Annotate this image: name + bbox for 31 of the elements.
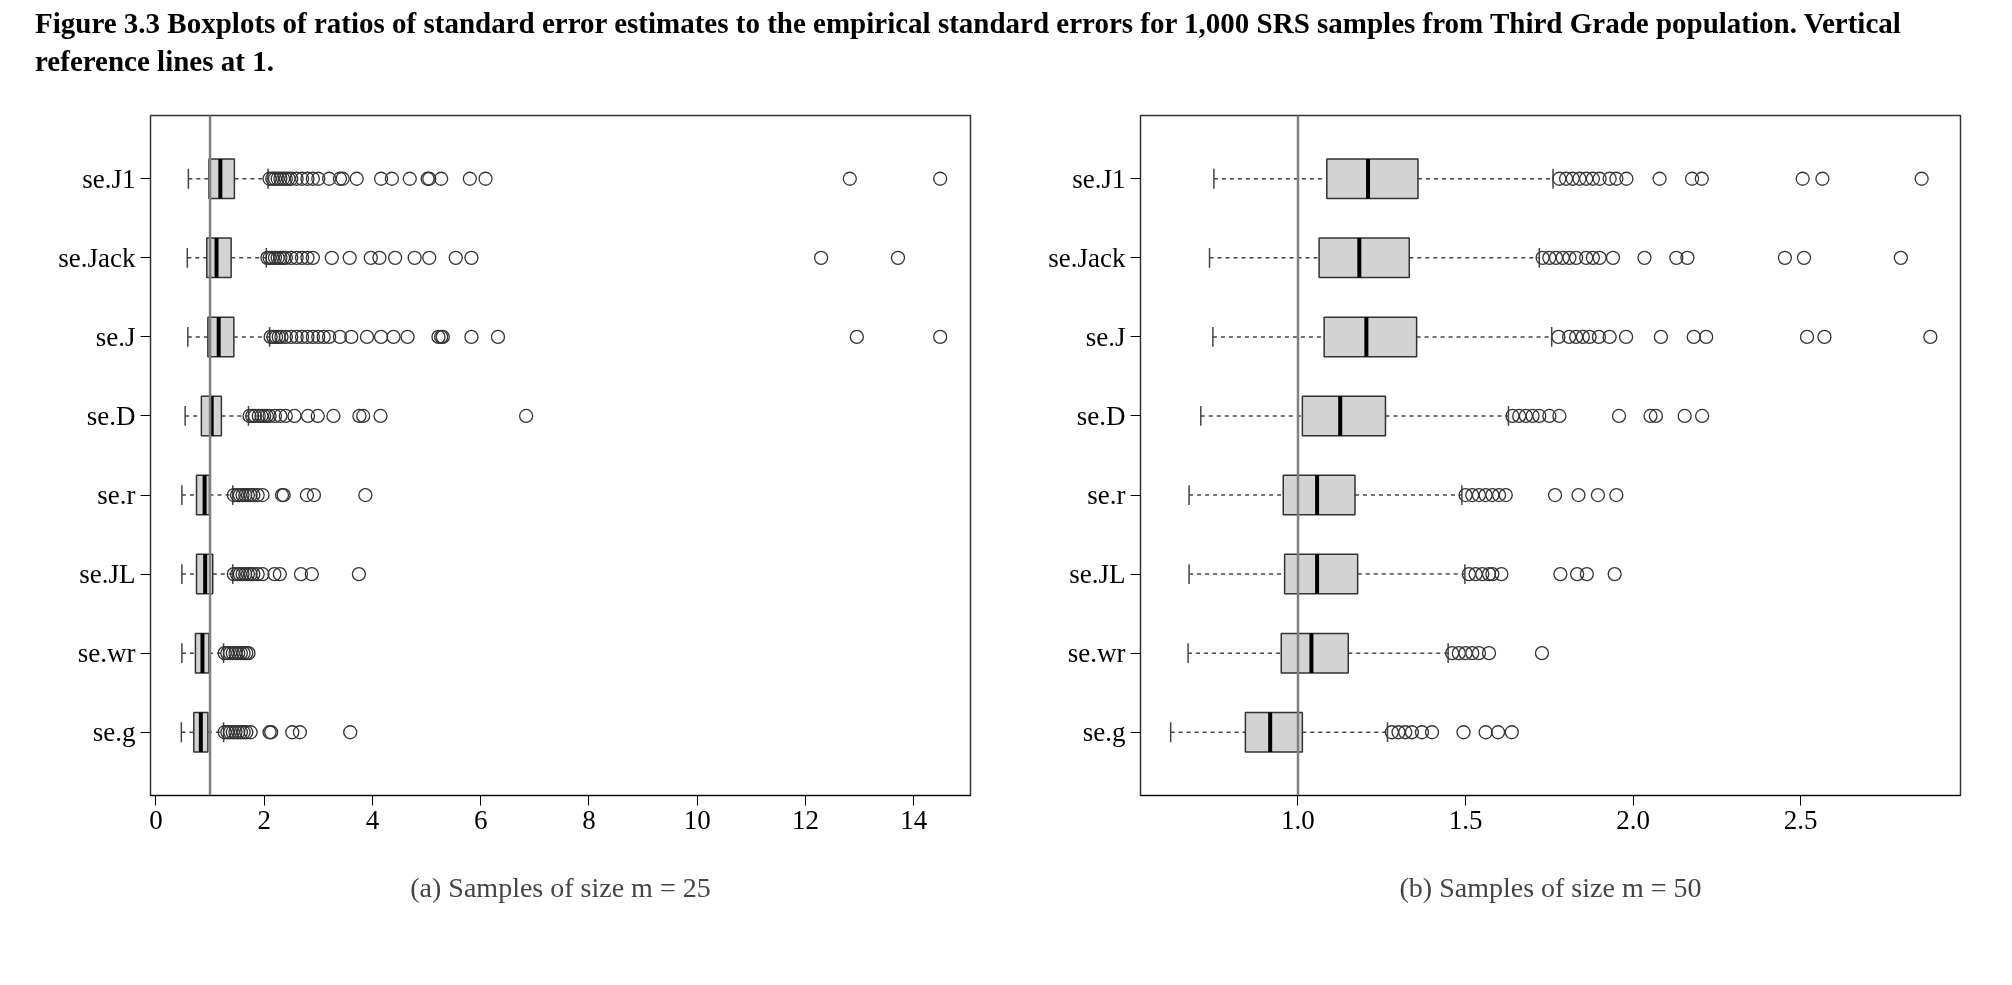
y-tick-label: se.Jack bbox=[58, 243, 136, 274]
x-tick-label: 2 bbox=[257, 804, 271, 835]
x-tick-label: 1.5 bbox=[1448, 804, 1483, 835]
x-tick-label: 1.0 bbox=[1281, 804, 1315, 835]
x-tick-label: 4 bbox=[365, 804, 380, 835]
y-tick-label: se.JL bbox=[79, 559, 136, 590]
x-tick-label: 6 bbox=[473, 804, 488, 835]
x-axis-title: (b) Samples of size m = 50 bbox=[1399, 871, 1702, 903]
y-tick-label: se.D bbox=[86, 401, 136, 432]
x-tick-label: 2.5 bbox=[1783, 804, 1818, 835]
y-tick-label: se.g bbox=[92, 717, 136, 748]
x-tick-label: 0 bbox=[149, 804, 163, 835]
y-tick-label: se.r bbox=[1087, 480, 1126, 511]
x-tick-label: 2.0 bbox=[1616, 804, 1650, 835]
y-tick-label: se.JL bbox=[1069, 559, 1126, 590]
x-tick-label: 14 bbox=[900, 804, 928, 835]
y-tick-label: se.J1 bbox=[1072, 164, 1126, 195]
chart-title: Figure 3.3 Boxplots of ratios of standard error estimates to the empirical standard errors for 1,000 SRS samples from Third Grade population. Vertical reference lines at 1. bbox=[35, 6, 1902, 79]
y-tick-label: se.D bbox=[1076, 401, 1126, 432]
y-tick-label: se.r bbox=[97, 480, 136, 511]
y-tick-label: se.Jack bbox=[1048, 243, 1126, 274]
x-tick-label: 8 bbox=[582, 804, 596, 835]
y-tick-label: se.J bbox=[95, 322, 136, 353]
y-tick-label: se.J1 bbox=[82, 164, 136, 195]
y-tick-label: se.g bbox=[1082, 717, 1126, 748]
x-axis-title: (a) Samples of size m = 25 bbox=[410, 871, 711, 903]
y-tick-label: se.J bbox=[1085, 322, 1126, 353]
x-tick-label: 12 bbox=[791, 804, 819, 835]
y-tick-label: se.wr bbox=[1067, 638, 1126, 669]
y-tick-label: se.wr bbox=[77, 638, 136, 669]
x-tick-label: 10 bbox=[683, 804, 711, 835]
